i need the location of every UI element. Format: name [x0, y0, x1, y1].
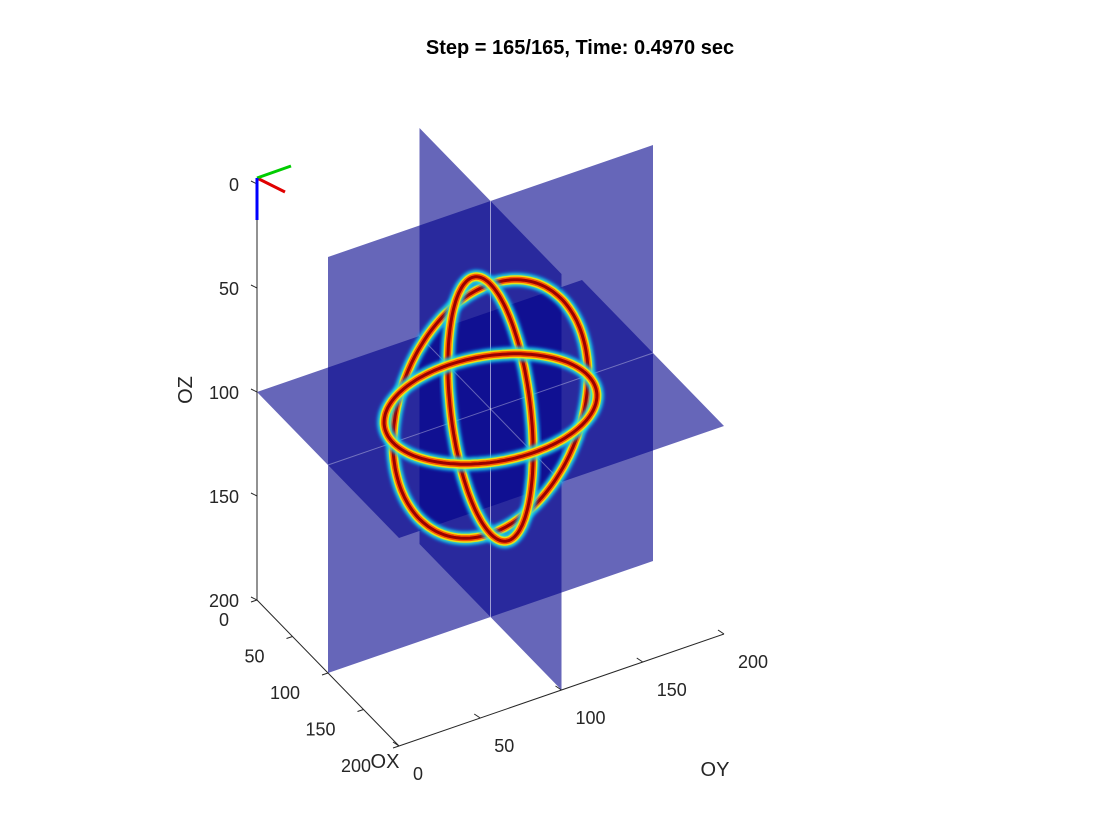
z-tick-label: 0	[229, 175, 239, 195]
slice-planes	[257, 128, 724, 690]
x-axis-label: OX	[371, 751, 400, 773]
z-tick	[250, 492, 258, 497]
y-tick-label: 200	[738, 652, 768, 672]
z-tick	[250, 596, 258, 601]
x-tick	[321, 672, 329, 676]
y-axis-label: OY	[701, 759, 730, 781]
x-tick	[286, 636, 293, 639]
x-tick	[392, 745, 400, 749]
x-tick-label: 150	[305, 720, 335, 740]
chart-title: Step = 165/165, Time: 0.4970 sec	[426, 37, 734, 59]
y-tick	[473, 713, 481, 719]
y-tick-label: 0	[413, 764, 423, 784]
y-tick	[717, 629, 725, 635]
z-tick-label: 100	[209, 383, 239, 403]
z-tick-label: 50	[219, 279, 239, 299]
y-tick	[392, 741, 400, 747]
x-tick-label: 100	[270, 683, 300, 703]
orientation-triad	[255, 164, 292, 220]
wavefront-rings	[376, 268, 605, 550]
z-tick	[250, 284, 258, 289]
y-tick-label: 100	[576, 708, 606, 728]
slice-intersection-xz	[327, 352, 654, 466]
triad-x-arrow	[256, 176, 286, 194]
x-tick-label: 200	[341, 756, 371, 776]
y-tick	[636, 657, 644, 663]
wave-ring-z-slice	[376, 345, 605, 473]
z-tick-label: 200	[209, 591, 239, 611]
y-tick-label: 150	[657, 680, 687, 700]
x-tick-label: 50	[244, 647, 264, 667]
x-tick	[357, 709, 364, 712]
y-tick	[555, 685, 562, 691]
x-tick-label: 0	[219, 610, 229, 630]
y-tick-label: 50	[494, 736, 514, 756]
z-axis-label: OZ	[175, 376, 197, 404]
z-tick	[250, 388, 258, 393]
z-tick-label: 150	[209, 487, 239, 507]
triad-y-arrow	[256, 164, 292, 180]
wave-band	[382, 352, 599, 466]
x-tick	[250, 599, 258, 603]
